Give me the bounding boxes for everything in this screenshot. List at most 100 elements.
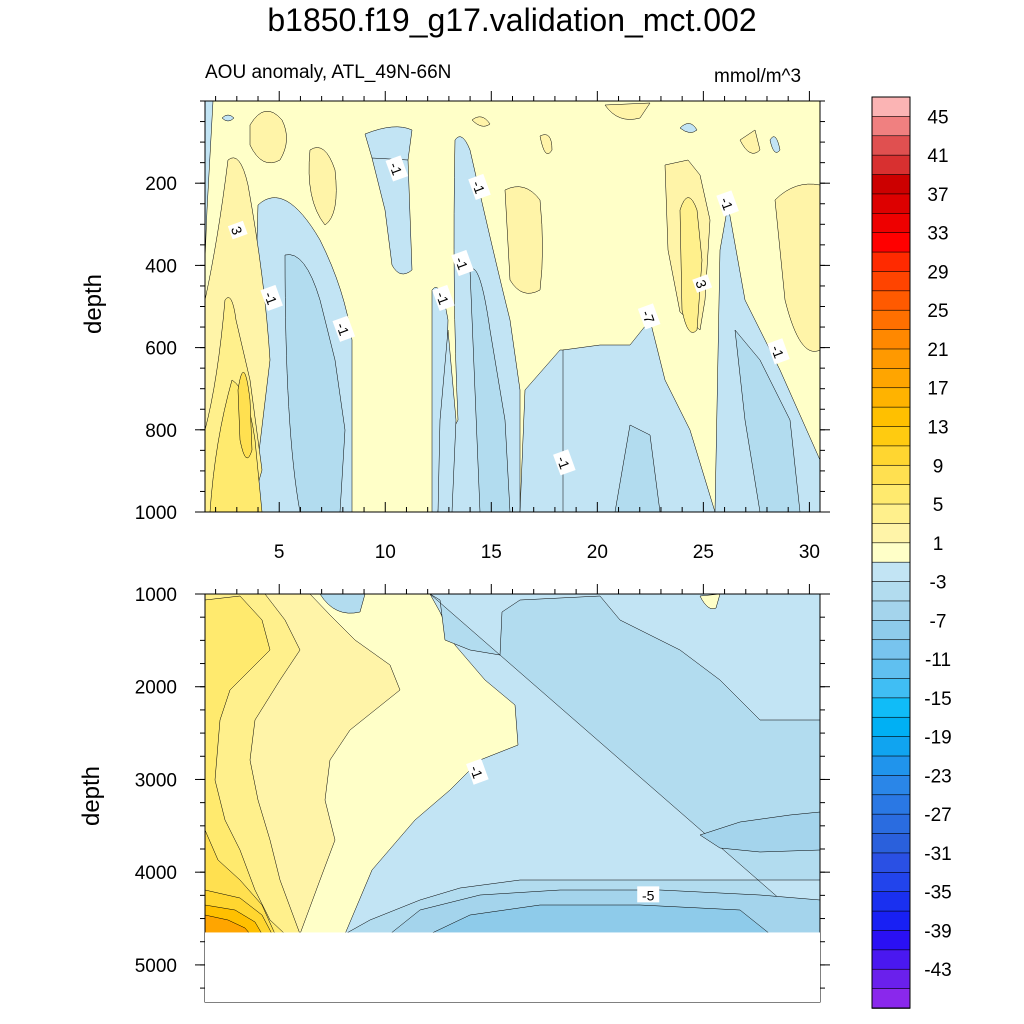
colorbar-swatch <box>871 775 911 796</box>
upper-contour-region <box>539 134 553 154</box>
colorbar-label: -31 <box>924 844 951 865</box>
colorbar-swatch <box>871 755 911 777</box>
colorbar-frame <box>871 96 911 1009</box>
upper-contour-region <box>284 254 346 512</box>
colorbar-swatch <box>871 193 911 215</box>
colorbar-swatch <box>871 581 911 602</box>
colorbar-swatch <box>871 678 911 699</box>
contour-label: -5 <box>637 886 660 903</box>
contour-label: -1 <box>716 190 739 217</box>
y-tick-label: 1000 <box>135 503 177 524</box>
colorbar-swatch <box>871 271 911 292</box>
colorbar-swatch <box>871 503 911 525</box>
colorbar-swatch <box>871 697 911 719</box>
colorbar-label: 45 <box>927 107 948 128</box>
upper-contour-region <box>237 371 253 459</box>
colorbar-label: -3 <box>930 573 947 594</box>
contour-label: 3 <box>692 274 713 293</box>
contour-label-bg <box>432 284 455 312</box>
colorbar-swatch <box>871 872 911 893</box>
colorbar-swatch <box>871 96 911 118</box>
contour-label-text: -1 <box>386 160 405 177</box>
upper-contour-region <box>371 157 413 275</box>
colorbar-swatch <box>871 561 911 583</box>
colorbar-label: -27 <box>924 805 951 826</box>
colorbar-label: 1 <box>933 534 944 555</box>
colorbar-swatch <box>871 736 911 757</box>
colorbar-swatch <box>871 600 911 622</box>
contour-label: -1 <box>553 449 576 476</box>
colorbar-swatch <box>871 212 911 234</box>
colorbar-label: 41 <box>927 146 948 167</box>
contour-label-text: -1 <box>261 290 280 307</box>
chart-subtitle: AOU anomaly, ATL_49N-66N <box>205 62 452 83</box>
contour-label-bg <box>716 190 739 217</box>
colorbar-label: 37 <box>927 185 948 206</box>
colorbar-swatch <box>871 368 911 389</box>
no-data-region <box>205 932 820 1002</box>
colorbar-swatch <box>871 464 911 486</box>
x-tick-label: 5 <box>274 542 285 563</box>
contour-label: -1 <box>260 284 283 312</box>
lower-contour-region <box>344 594 820 934</box>
colorbar-label: 21 <box>927 340 948 361</box>
colorbar-label: -23 <box>924 766 951 787</box>
colorbar-swatch <box>871 620 911 641</box>
y-tick-label: 2000 <box>135 678 177 699</box>
upper-contour-region <box>308 147 337 226</box>
y-tick-label: 600 <box>145 339 177 360</box>
chart-title: b1850.f19_g17.validation_mct.002 <box>267 2 757 38</box>
upper-contour-region <box>734 329 801 512</box>
colorbar-swatch <box>871 891 911 912</box>
colorbar-swatch <box>871 639 911 660</box>
contour-label-bg <box>260 284 283 312</box>
contour-label: -1 <box>466 758 489 785</box>
colorbar-swatch <box>871 930 911 951</box>
upper-contour-region <box>679 123 698 133</box>
colorbar-swatch <box>871 387 911 408</box>
colorbar-swatch <box>871 949 911 971</box>
colorbar-swatch <box>871 523 911 544</box>
colorbar-swatch <box>871 154 911 176</box>
contour-label: -1 <box>332 315 356 342</box>
contour-label: -1 <box>767 338 790 365</box>
colorbar-swatch <box>871 309 911 331</box>
contour-label: -7 <box>637 303 661 330</box>
upper-contour-region <box>221 114 235 122</box>
colorbar-label: 5 <box>933 495 944 516</box>
contour-label: -1 <box>385 155 409 182</box>
upper-contour-region <box>562 319 716 512</box>
colorbar-swatch <box>871 174 911 195</box>
colorbar-swatch <box>871 910 911 932</box>
colorbar-swatch <box>871 484 911 505</box>
colorbar-label: -43 <box>924 960 951 981</box>
contour-label-text: -5 <box>642 887 655 903</box>
y-tick-label: 3000 <box>135 770 177 791</box>
x-tick-label: 10 <box>375 542 396 563</box>
colorbar-swatch <box>871 794 911 815</box>
colorbar-label: 33 <box>927 224 948 245</box>
colorbar-label: -11 <box>925 650 951 671</box>
contour-label-text: -1 <box>433 290 452 307</box>
colorbar-label: 9 <box>933 456 944 477</box>
colorbar-swatch <box>871 232 911 253</box>
upper-contour-region <box>504 186 543 294</box>
contour-label-bg <box>385 155 409 182</box>
lower-contour-region <box>429 904 771 934</box>
upper-panel-fill <box>205 101 820 512</box>
upper-contour-region <box>249 111 287 164</box>
contour-label-bg <box>451 249 474 277</box>
colorbar-swatch <box>871 445 911 467</box>
colorbar-label: 17 <box>927 379 948 400</box>
x-tick-label: 25 <box>693 542 714 563</box>
colorbar-label: 25 <box>927 301 948 322</box>
colorbar-swatch <box>871 658 911 680</box>
contour-label: -1 <box>468 173 491 201</box>
colorbar-label: -35 <box>924 883 951 904</box>
contour-label-text: -1 <box>469 179 488 196</box>
colorbar-swatch <box>871 348 911 370</box>
contour-label-text: -1 <box>717 195 736 212</box>
lower-contour-region <box>205 914 251 934</box>
colorbar-swatch <box>871 968 911 990</box>
colorbar-swatch <box>871 813 911 835</box>
